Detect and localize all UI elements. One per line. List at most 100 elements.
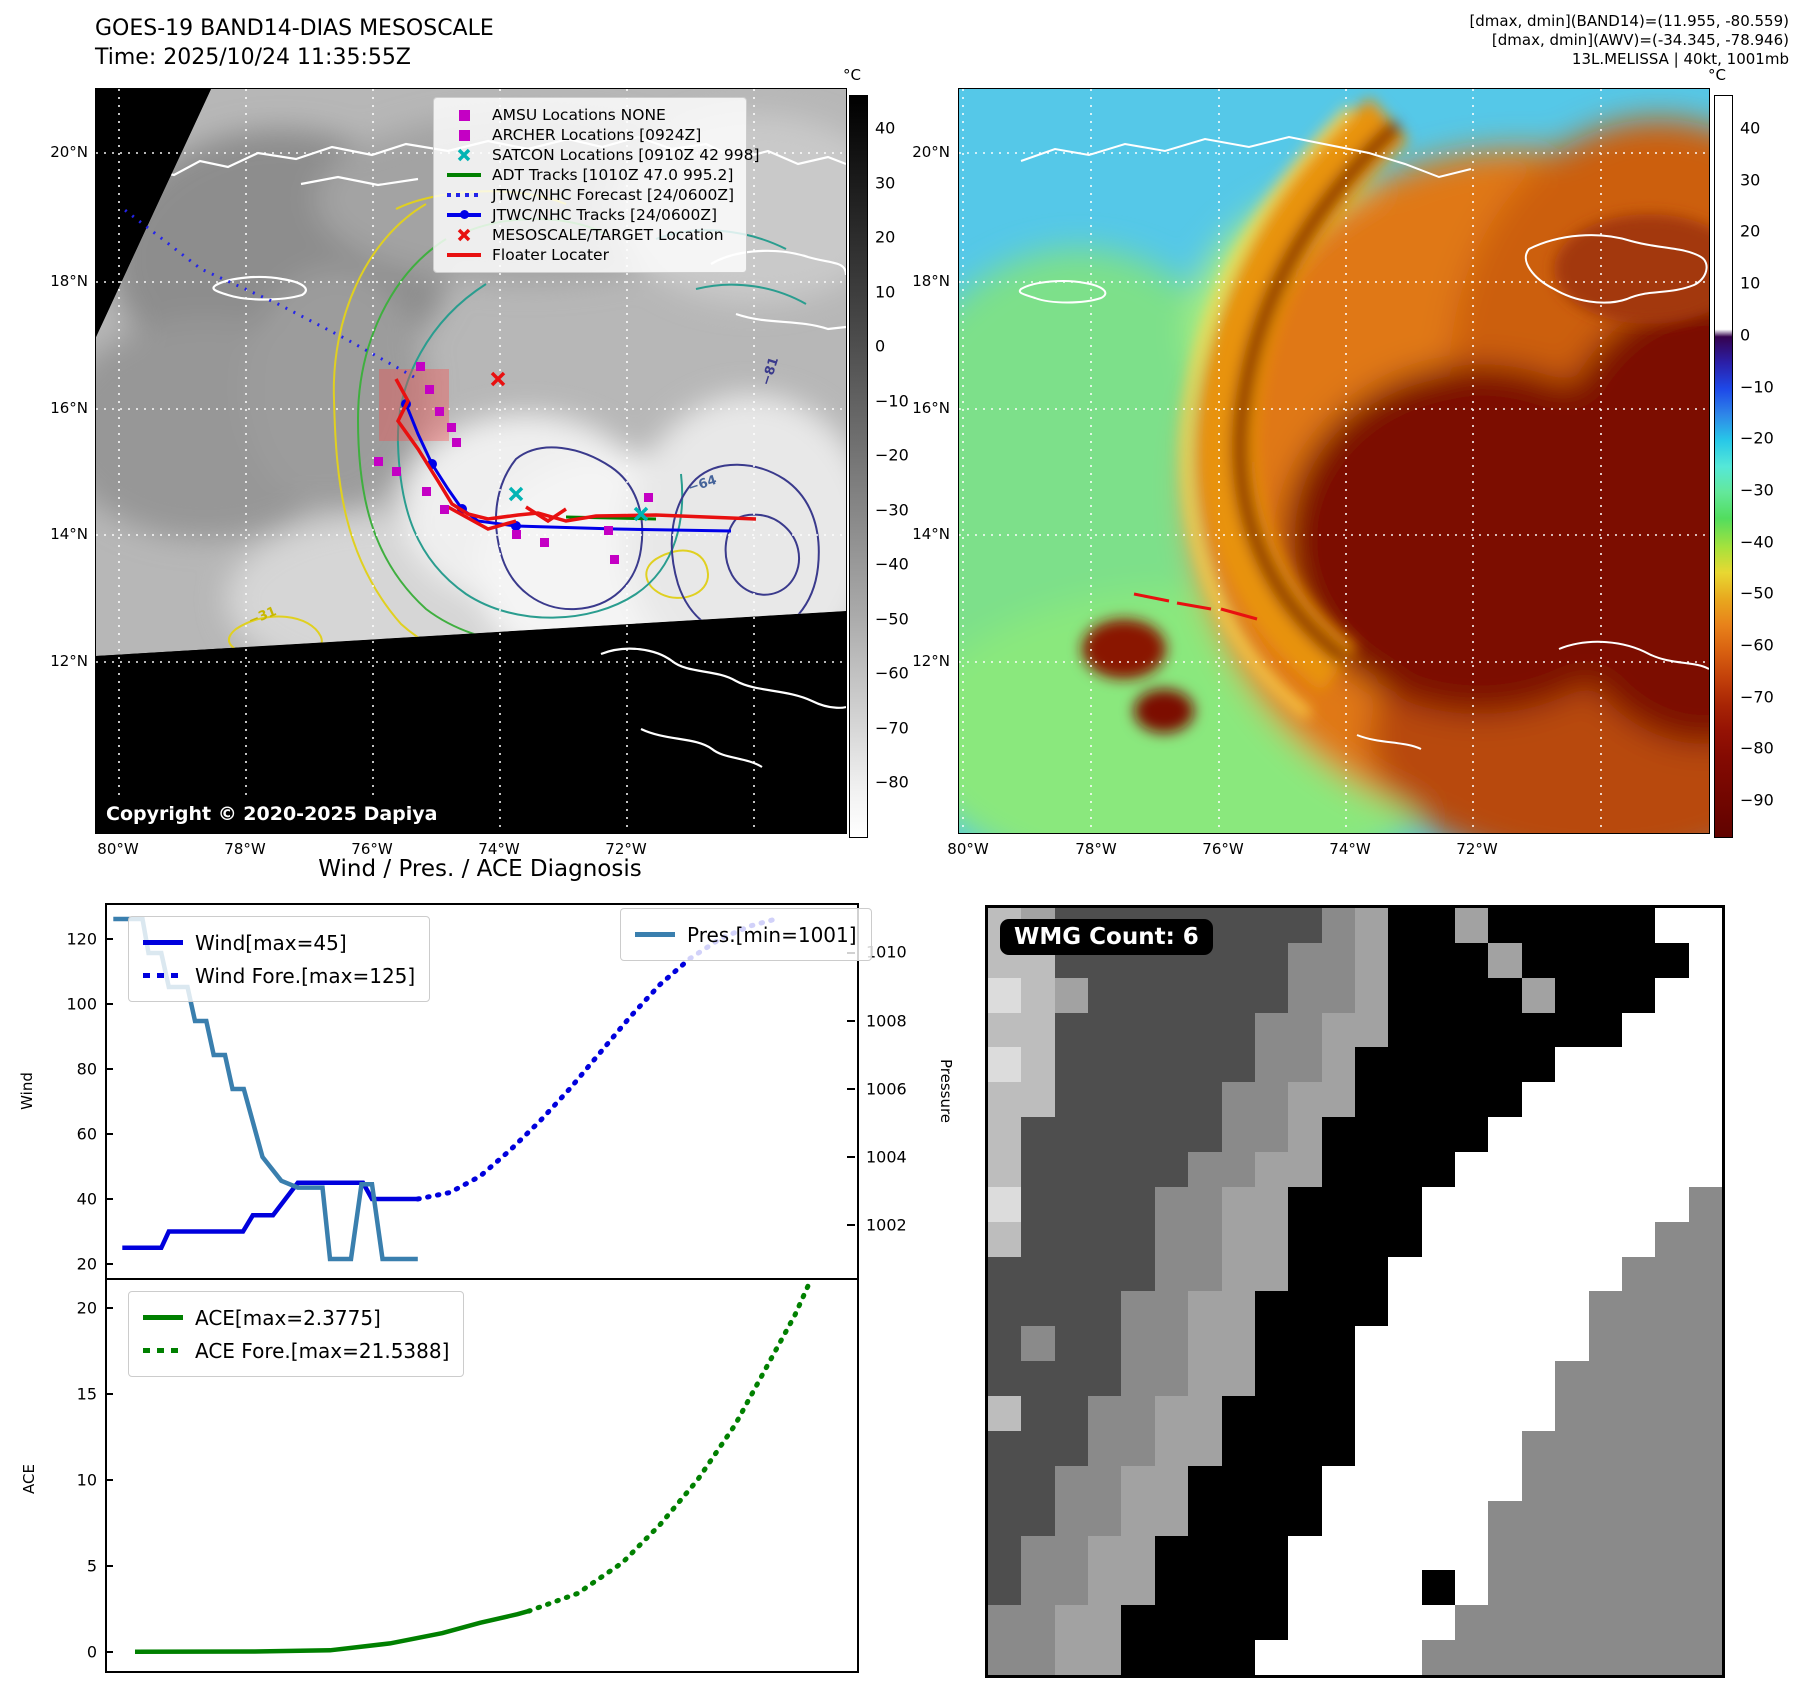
wmg-cell — [1421, 908, 1456, 943]
wmg-cell — [1021, 1465, 1055, 1501]
wmg-cell — [1388, 1047, 1422, 1083]
wmg-cell — [1521, 1256, 1556, 1292]
wmg-cell — [1321, 1047, 1355, 1083]
right-colorbar — [1714, 95, 1733, 838]
wmg-cell — [1421, 1152, 1456, 1187]
wmg-cell — [1521, 1605, 1556, 1641]
ace-tick: 5 — [86, 1556, 97, 1576]
wmg-cell — [1621, 1117, 1656, 1153]
wmg-cell — [1221, 1117, 1255, 1153]
legend-label: Pres.[min=1001] — [687, 922, 857, 947]
wmg-cell — [1288, 942, 1322, 978]
wmg-cell — [1521, 1082, 1556, 1118]
wmg-cell — [1488, 1570, 1522, 1606]
wmg-cell — [1455, 1291, 1489, 1327]
page-title: GOES-19 BAND14-DIAS MESOSCALE — [95, 16, 494, 41]
wmg-cell — [1288, 1640, 1322, 1675]
cb-tick: −50 — [1740, 583, 1774, 603]
wmg-cell — [1121, 1640, 1155, 1675]
wmg-cell — [1354, 1221, 1389, 1257]
legend-label: ACE Fore.[max=21.5388] — [195, 1338, 450, 1363]
track-marks — [1133, 592, 1258, 621]
wmg-cell — [1455, 1326, 1489, 1362]
wmg-cell — [1455, 1082, 1489, 1118]
lon-tick: 80°W — [947, 840, 989, 858]
wmg-cell — [988, 1640, 1022, 1675]
wmg-cell — [1121, 1186, 1155, 1222]
cb-tick: −90 — [1740, 790, 1774, 810]
wmg-cell — [1455, 1570, 1489, 1606]
wmg-cell — [1154, 1361, 1189, 1397]
wmg-cell — [1188, 1082, 1222, 1118]
wmg-cell — [1388, 942, 1422, 978]
wmg-cell — [1655, 1047, 1689, 1083]
square-marker-icon — [459, 129, 470, 141]
wmg-cell — [1154, 1605, 1189, 1641]
wmg-cell — [1354, 1152, 1389, 1187]
wmg-cell — [1421, 1291, 1456, 1327]
wmg-cell — [988, 1465, 1022, 1501]
left-colorbar — [849, 95, 868, 838]
cb-tick: −40 — [1740, 532, 1774, 552]
wmg-cell — [1021, 1291, 1055, 1327]
lat-tick: 18°N — [912, 272, 950, 290]
wmg-cell — [1555, 1361, 1589, 1397]
cb-tick: −10 — [875, 391, 909, 411]
wmg-cell — [1188, 1535, 1222, 1571]
cb-tick: −80 — [875, 772, 909, 792]
wmg-cell — [1521, 1640, 1556, 1675]
legend-label: JTWC/NHC Tracks [24/0600Z] — [492, 206, 718, 224]
wmg-cell — [1088, 1186, 1122, 1222]
wmg-cell — [1054, 1605, 1089, 1641]
wmg-cell — [1655, 1535, 1689, 1571]
wmg-cell — [1388, 1012, 1422, 1048]
wmg-cell — [1254, 1047, 1289, 1083]
wmg-cell — [1421, 1500, 1456, 1536]
lat-tick: 12°N — [912, 652, 950, 670]
wmg-cell — [1588, 1152, 1622, 1187]
wmg-cell — [1188, 1430, 1222, 1466]
wmg-cell — [988, 1605, 1022, 1641]
wmg-cell — [1621, 1605, 1656, 1641]
wmg-cell — [1655, 1082, 1689, 1118]
wmg-cell — [1221, 1570, 1255, 1606]
wmg-cell — [1354, 1640, 1389, 1675]
wmg-cell — [1121, 1535, 1155, 1571]
line-marker-icon — [143, 1315, 183, 1320]
wmg-cell — [1121, 1012, 1155, 1048]
lon-tick: 76°W — [351, 840, 393, 858]
wmg-cell — [1288, 977, 1322, 1013]
wmg-cell — [1421, 1361, 1456, 1397]
wmg-cell — [988, 1570, 1022, 1606]
wmg-cell — [1154, 1012, 1189, 1048]
wmg-cell — [1521, 1465, 1556, 1501]
wmg-cell — [1288, 1082, 1322, 1118]
wmg-cell — [1121, 1396, 1155, 1431]
lat-tick: 14°N — [50, 525, 88, 543]
wmg-cell — [1488, 1396, 1522, 1431]
wmg-cell — [1321, 942, 1355, 978]
wmg-cell — [1254, 1152, 1289, 1187]
wmg-cell — [1621, 1500, 1656, 1536]
wmg-cell — [1521, 977, 1556, 1013]
wmg-cell — [1655, 1361, 1689, 1397]
wmg-cell — [1354, 908, 1389, 943]
wmg-cell — [1655, 977, 1689, 1013]
wmg-cell — [1588, 1605, 1622, 1641]
wmg-cell — [1688, 1361, 1722, 1397]
wmg-cell — [1221, 1221, 1255, 1257]
x-marker-icon — [457, 148, 471, 162]
wmg-cell — [1021, 1326, 1055, 1362]
wmg-cell — [1288, 908, 1322, 943]
wmg-cell — [1021, 1012, 1055, 1048]
legend-label: Wind Fore.[max=125] — [195, 963, 416, 988]
wmg-cell — [1021, 1117, 1055, 1153]
wmg-cell — [1321, 1152, 1355, 1187]
wmg-cell — [1354, 1256, 1389, 1292]
wmg-cell — [1054, 1082, 1089, 1118]
wmg-cell — [1221, 1465, 1255, 1501]
wmg-cell — [1688, 1640, 1722, 1675]
wmg-cell — [1588, 977, 1622, 1013]
page-title-block: GOES-19 BAND14-DIAS MESOSCALE Time: 2025… — [95, 14, 494, 72]
